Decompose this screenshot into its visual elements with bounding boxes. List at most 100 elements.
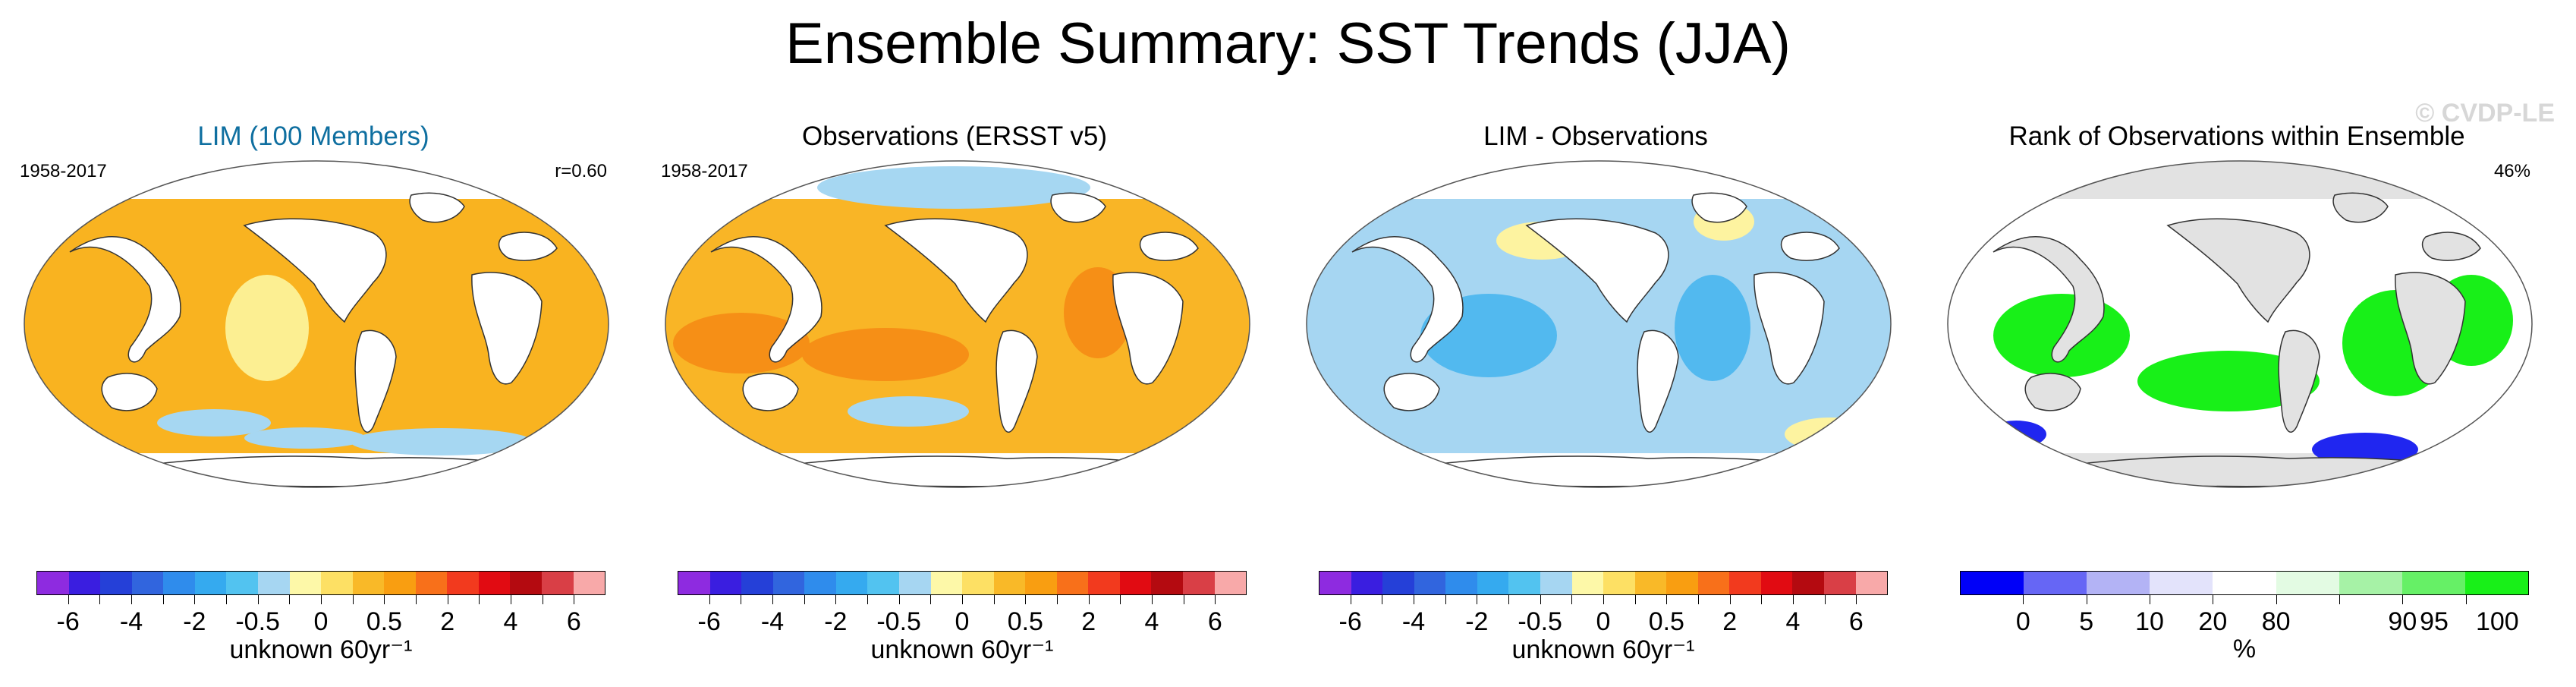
colorbar-swatch (542, 572, 574, 594)
colorbar-tick (1603, 595, 1604, 604)
colorbar-tick (1824, 595, 1826, 604)
colorbar-swatch (1119, 572, 1152, 594)
colorbar-tick (930, 595, 932, 604)
colorbar-swatch (962, 572, 994, 594)
continent-greenland (1691, 192, 1747, 223)
colorbar-swatch (1414, 572, 1446, 594)
colorbar-units: unknown 60yr⁻¹ (1511, 635, 1695, 664)
colorbar-label: -0.5 (1518, 607, 1562, 636)
colorbar (678, 571, 1247, 595)
anomaly-region (351, 428, 533, 455)
panel-observations: Observations (ERSST v5) 1958-2017 -6 -4 -2… (647, 121, 1262, 683)
colorbar-tick (257, 595, 259, 604)
continent-europe (1780, 232, 1840, 261)
anomaly-region (225, 275, 309, 381)
continent-australia (2024, 373, 2081, 411)
colorbar-tick (1729, 595, 1731, 604)
figure-title: Ensemble Summary: SST Trends (JJA) (785, 11, 1791, 76)
colorbar-swatch (1961, 572, 2024, 594)
colorbar-swatch (1025, 572, 1057, 594)
colorbar-label: 95 (2420, 607, 2449, 636)
colorbar-swatch (2464, 572, 2528, 594)
map-svg (665, 160, 1250, 488)
colorbar-label: -2 (1465, 607, 1489, 636)
continent-asia (69, 236, 181, 363)
colorbar-swatch (1183, 572, 1215, 594)
colorbar-tick (479, 595, 480, 604)
panel-rank: Rank of Observations within Ensemble 46%… (1930, 121, 2544, 683)
colorbar-swatch (573, 572, 605, 594)
continent-europe (2421, 232, 2481, 261)
anomaly-region (244, 427, 366, 449)
colorbar-swatch (2024, 572, 2087, 594)
colorbar-label: 80 (2261, 607, 2291, 636)
anomaly-region (1785, 418, 1876, 451)
colorbar-swatch (352, 572, 385, 594)
colorbar-tick (162, 595, 164, 604)
colorbar-tick (1571, 595, 1573, 604)
colorbar-tick (1666, 595, 1668, 604)
colorbar-swatch (1540, 572, 1572, 594)
ocean-field (665, 166, 1250, 487)
colorbar-tick (835, 595, 837, 604)
colorbar-label: -4 (760, 607, 785, 636)
colorbar-swatch (898, 572, 931, 594)
continent-north-america (1525, 218, 1669, 323)
sst-trend-map (17, 153, 616, 495)
colorbar-labels: -6 -4 -2 -0.5 0 0.5 2 4 6 (1319, 607, 1888, 638)
anomaly-region (157, 409, 271, 436)
colorbar-swatch (289, 572, 322, 594)
continent-australia (1383, 373, 1440, 411)
continent-north-america (884, 218, 1028, 323)
colorbar-swatch (930, 572, 963, 594)
colorbar-label: -0.5 (876, 607, 921, 636)
continent-greenland (2332, 192, 2389, 223)
colorbar-swatch (68, 572, 101, 594)
colorbar-tick (226, 595, 227, 604)
colorbar-swatch (2401, 572, 2465, 594)
colorbar-label: 0 (2015, 607, 2030, 636)
globe-outline (1947, 160, 2533, 488)
colorbar-ticks (36, 595, 605, 610)
map-svg (1306, 160, 1892, 488)
colorbar-label: 0 (955, 607, 970, 636)
colorbar-swatch (1445, 572, 1477, 594)
panel-lim: LIM (100 Members) 1958-2017 r=0.60 -6 -4-… (6, 121, 621, 683)
continent-greenland (409, 192, 465, 223)
continent-australia (101, 373, 158, 411)
anomaly-region (802, 328, 969, 381)
colorbar-tick (194, 595, 196, 604)
continent-south-america (2278, 329, 2320, 433)
colorbar-tick (2402, 595, 2404, 604)
sst-trend-map (658, 153, 1257, 495)
colorbar-tick (352, 595, 354, 604)
continent-asia (1351, 236, 1464, 363)
colorbar-tick (131, 595, 132, 604)
colorbar-swatch (2213, 572, 2276, 594)
colorbar-labels: -6 -4 -2 -0.5 0 0.5 2 4 6 (678, 607, 1247, 638)
colorbar-swatch (1824, 572, 1856, 594)
sst-trend-map (1299, 153, 1898, 495)
colorbar-swatch (100, 572, 132, 594)
colorbar-swatch (709, 572, 742, 594)
colorbar-units: unknown 60yr⁻¹ (870, 635, 1054, 664)
colorbar-label: -2 (183, 607, 206, 636)
colorbar-tick (321, 595, 322, 604)
colorbar-label: 10 (2135, 607, 2164, 636)
continent-africa (1754, 272, 1825, 385)
colorbar-label: 90 (2388, 607, 2417, 636)
colorbar-label: 0 (1596, 607, 1611, 636)
colorbar-tick (1025, 595, 1027, 604)
colorbar-swatch (257, 572, 290, 594)
colorbar-swatch (772, 572, 805, 594)
continent-north-america (2166, 218, 2310, 323)
colorbar-tick (1761, 595, 1763, 604)
colorbar-tick (1057, 595, 1058, 604)
colorbar-units: unknown 60yr⁻¹ (229, 635, 413, 664)
colorbar-swatch (1056, 572, 1089, 594)
colorbar-labels: -6 -4 -2 -0.5 0 0.5 2 4 6 (36, 607, 605, 638)
map-svg (1947, 160, 2533, 488)
globe-outline (24, 160, 609, 488)
colorbar-tick (1120, 595, 1121, 604)
colorbar-label: -4 (1401, 607, 1426, 636)
